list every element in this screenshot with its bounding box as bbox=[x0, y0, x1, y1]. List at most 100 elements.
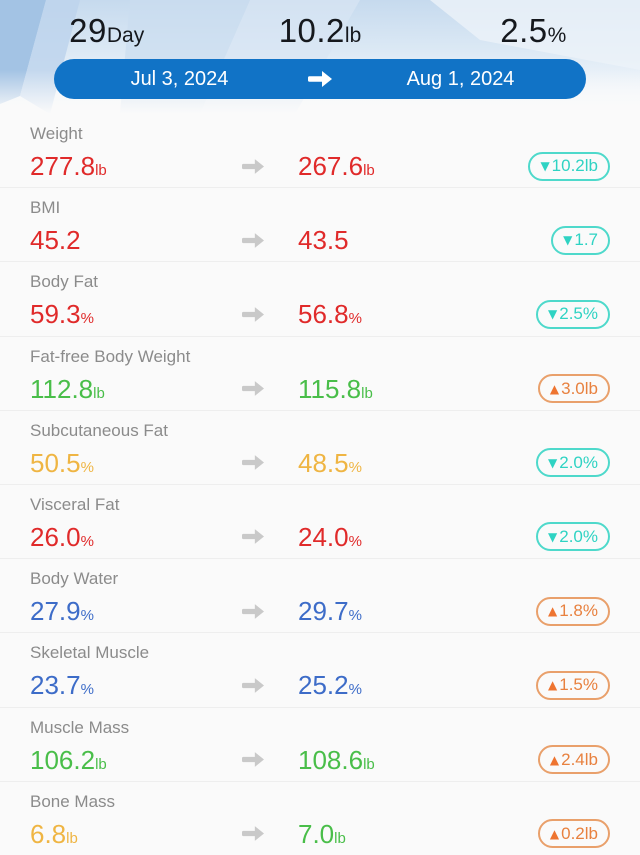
metric-to-unit: lb bbox=[363, 162, 375, 179]
change-badge: ▼ 2.0% bbox=[536, 522, 610, 552]
change-badge-label: 3.0lb bbox=[561, 378, 598, 398]
metric-row: Fat-free Body Weight 112.8lb 115.8lb ▲ 3… bbox=[0, 337, 640, 411]
metric-to-unit: % bbox=[348, 458, 362, 476]
metric-row: Muscle Mass 106.2lb 108.6lb ▲ 2.4lb bbox=[0, 708, 640, 782]
metric-from-number: 45.2 bbox=[30, 225, 81, 256]
metric-to-number: 29.7 bbox=[298, 596, 349, 627]
metric-to: 7.0lb bbox=[298, 819, 538, 849]
metric-label: Weight bbox=[30, 124, 83, 143]
summary-percent-change: 2.5% bbox=[427, 12, 640, 50]
duration-unit: Day bbox=[106, 24, 145, 47]
metric-from-unit: lb bbox=[95, 162, 107, 179]
change-badge-label: 2.0% bbox=[559, 452, 598, 472]
metric-to: 56.8% bbox=[298, 299, 536, 329]
metric-label: Fat-free Body Weight bbox=[30, 346, 191, 366]
metric-to-number: 7.0 bbox=[298, 818, 335, 849]
date-range-pill[interactable]: Jul 3, 2024 Aug 1, 2024 bbox=[54, 59, 586, 99]
metric-to: 108.6lb bbox=[298, 745, 538, 775]
change-badge: ▲ 3.0lb bbox=[537, 374, 610, 404]
metric-from: 27.9% bbox=[30, 596, 238, 626]
metric-to-unit: lb bbox=[334, 829, 346, 847]
metric-label: Subcutaneous Fat bbox=[30, 420, 168, 440]
metric-label: Body Fat bbox=[30, 272, 99, 292]
arrow-right-icon bbox=[238, 158, 288, 174]
metric-row: Skeletal Muscle 23.7% 25.2% ▲ 1.5% bbox=[0, 633, 640, 708]
metric-label: Muscle Mass bbox=[30, 717, 130, 737]
metric-row: Bone Mass 6.8lb 7.0lb ▲ 0.2lb bbox=[0, 782, 640, 855]
metric-to-number: 267.6 bbox=[298, 151, 364, 181]
change-badge: ▼ 1.7 bbox=[551, 225, 610, 255]
metric-to-number: 48.5 bbox=[298, 447, 349, 478]
change-badge-label: 2.5% bbox=[559, 304, 598, 324]
change-direction-icon: ▲ bbox=[549, 752, 560, 767]
change-badge: ▲ 1.5% bbox=[536, 670, 610, 700]
metric-from: 6.8lb bbox=[30, 819, 238, 849]
metric-from-unit: lb bbox=[95, 755, 107, 773]
change-badge-label: 10.2lb bbox=[551, 156, 598, 175]
metric-values: 59.3% 56.8% ▼ 2.5% bbox=[30, 299, 610, 329]
metric-from-unit: lb bbox=[93, 384, 105, 402]
metric-values: 50.5% 48.5% ▼ 2.0% bbox=[30, 448, 610, 478]
metric-row: Weight 277.8lb 267.6lb ▼ 10.2lb bbox=[0, 114, 640, 189]
metric-from-number: 50.5 bbox=[30, 447, 81, 478]
change-badge-label: 0.2lb bbox=[561, 823, 598, 843]
metric-values: 45.2 43.5 ▼ 1.7 bbox=[30, 225, 610, 255]
change-direction-icon: ▲ bbox=[549, 826, 560, 841]
metric-row: Body Fat 59.3% 56.8% ▼ 2.5% bbox=[0, 262, 640, 337]
change-badge: ▲ 1.8% bbox=[536, 596, 610, 626]
metric-to: 29.7% bbox=[298, 596, 536, 626]
metric-to: 24.0% bbox=[298, 522, 536, 552]
metric-values: 27.9% 29.7% ▲ 1.8% bbox=[30, 596, 610, 626]
metric-from-unit: % bbox=[80, 607, 94, 625]
change-badge-label: 1.7 bbox=[574, 230, 598, 250]
change-direction-icon: ▲ bbox=[548, 678, 558, 693]
change-badge-label: 1.5% bbox=[559, 675, 598, 695]
change-badge: ▼ 10.2lb bbox=[528, 151, 610, 181]
metric-from-number: 26.0 bbox=[30, 521, 81, 552]
metric-to: 48.5% bbox=[298, 448, 536, 478]
metric-row: BMI 45.2 43.5 ▼ 1.7 bbox=[0, 188, 640, 263]
metric-from: 45.2 bbox=[30, 225, 238, 255]
metric-to: 115.8lb bbox=[298, 374, 538, 404]
metric-from: 26.0% bbox=[30, 522, 238, 552]
metric-from-number: 106.2 bbox=[30, 744, 96, 775]
metric-to-unit: % bbox=[348, 310, 362, 328]
summary-header: 29Day 10.2lb 2.5% Jul 3, 2024 Aug 1, 202… bbox=[0, 0, 640, 114]
metric-from-number: 59.3 bbox=[30, 299, 81, 330]
change-direction-icon: ▼ bbox=[548, 455, 558, 470]
metric-from: 106.2lb bbox=[30, 745, 238, 775]
metric-row: Subcutaneous Fat 50.5% 48.5% ▼ 2.0% bbox=[0, 411, 640, 485]
metric-values: 112.8lb 115.8lb ▲ 3.0lb bbox=[30, 374, 610, 404]
change-direction-icon: ▼ bbox=[548, 307, 558, 322]
arrow-right-icon bbox=[238, 603, 288, 619]
metric-values: 26.0% 24.0% ▼ 2.0% bbox=[30, 522, 610, 552]
metric-label: Body Water bbox=[30, 569, 119, 589]
metric-from-number: 277.8 bbox=[30, 151, 96, 181]
change-direction-icon: ▲ bbox=[548, 604, 558, 619]
metric-from: 50.5% bbox=[30, 448, 238, 478]
metric-to-unit: % bbox=[348, 607, 362, 625]
metric-label: BMI bbox=[30, 198, 61, 218]
metric-to-number: 25.2 bbox=[298, 670, 349, 701]
metric-row: Visceral Fat 26.0% 24.0% ▼ 2.0% bbox=[0, 485, 640, 560]
metric-values: 6.8lb 7.0lb ▲ 0.2lb bbox=[30, 819, 610, 849]
change-badge-label: 2.4lb bbox=[561, 749, 598, 769]
change-badge: ▲ 0.2lb bbox=[537, 819, 610, 849]
metric-to-number: 43.5 bbox=[298, 225, 349, 256]
change-badge-label: 1.8% bbox=[559, 601, 598, 621]
metric-from-number: 27.9 bbox=[30, 596, 81, 627]
metric-label: Visceral Fat bbox=[30, 494, 120, 514]
change-direction-icon: ▲ bbox=[549, 381, 560, 396]
metric-to: 267.6lb bbox=[298, 151, 528, 181]
percent-change-unit: % bbox=[547, 24, 567, 47]
arrow-right-icon bbox=[238, 232, 288, 248]
change-badge: ▼ 2.0% bbox=[536, 448, 610, 478]
change-badge-label: 2.0% bbox=[559, 526, 598, 546]
change-badge: ▲ 2.4lb bbox=[537, 745, 610, 774]
arrow-right-icon bbox=[238, 529, 288, 545]
metric-from-unit: % bbox=[80, 681, 94, 699]
metric-from-unit: % bbox=[80, 532, 94, 550]
metric-to-number: 56.8 bbox=[298, 299, 349, 330]
arrow-right-icon bbox=[238, 677, 288, 693]
